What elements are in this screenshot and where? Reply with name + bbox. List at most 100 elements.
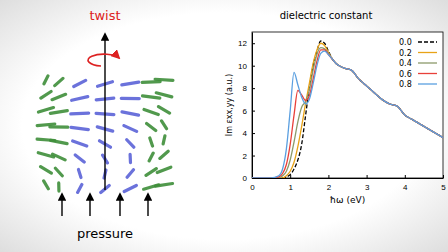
pressure-arrow	[147, 194, 148, 216]
molecule-rod	[74, 80, 86, 86]
y-tick-label: 8	[243, 84, 248, 93]
molecule-rod	[75, 155, 84, 162]
y-tick-label: 0	[243, 174, 248, 183]
molecule-rod	[150, 138, 153, 146]
twist-label: twist	[89, 8, 120, 23]
x-tick: 5	[441, 175, 446, 192]
y-tick-mark	[252, 111, 255, 112]
x-tick-label: 2	[327, 183, 332, 192]
y-axis-title: Im εxx,yy (a.u.)	[225, 74, 234, 136]
molecule-rod	[144, 110, 158, 115]
molecule-rod	[127, 140, 134, 147]
molecule-rod	[143, 96, 160, 98]
molecule-rod	[44, 76, 48, 84]
molecule-rod	[157, 167, 171, 172]
molecule-rod	[72, 97, 88, 101]
molecule-rod	[149, 153, 153, 161]
axis-arrow	[104, 34, 105, 190]
molecule-rod	[127, 170, 133, 178]
molecule-rod	[50, 111, 67, 114]
molecule-rod	[156, 93, 172, 97]
molecule-rod	[160, 151, 168, 158]
x-tick: 4	[403, 175, 408, 192]
y-tick: 10	[238, 62, 255, 71]
molecule-rod	[73, 141, 87, 146]
molecule-rod	[50, 125, 68, 129]
legend-swatch	[418, 52, 437, 53]
x-tick-label: 0	[250, 183, 255, 192]
molecule-rod	[78, 169, 81, 177]
x-tick-mark	[328, 175, 329, 178]
molecule-rod	[124, 185, 136, 191]
y-tick-mark	[252, 88, 255, 89]
y-tick-mark	[252, 66, 255, 67]
molecule-rod	[122, 82, 139, 85]
y-tick: 8	[243, 84, 255, 93]
legend-swatch	[418, 83, 437, 84]
molecule-rod	[78, 185, 82, 193]
molecule-rod	[38, 108, 53, 113]
canvas: twistpressure012345024681012dielectric c…	[0, 0, 448, 252]
x-axis-line	[253, 178, 444, 179]
x-tick-label: 1	[288, 183, 293, 192]
molecule-rod	[53, 154, 66, 160]
x-axis-title: ħω (eV)	[330, 195, 365, 205]
molecule-rod	[147, 124, 156, 131]
molecule-rod	[122, 112, 139, 115]
molecule-rod	[41, 167, 52, 173]
molecule-rod	[162, 121, 167, 129]
molecule-rod	[71, 112, 89, 116]
molecule-rod	[71, 127, 88, 129]
pressure-arrow	[119, 194, 120, 216]
x-tick: 2	[327, 175, 332, 192]
x-tick-mark	[367, 175, 368, 178]
y-tick-label: 10	[238, 62, 247, 71]
legend-swatch	[418, 62, 437, 63]
legend-swatch	[418, 41, 437, 42]
x-tick: 1	[288, 175, 293, 192]
molecule-rod	[57, 183, 60, 191]
legend-label: 0.6	[399, 70, 412, 79]
y-tick-label: 4	[243, 129, 248, 138]
series-line	[252, 48, 443, 178]
legend-label: 0.0	[399, 38, 412, 47]
y-tick-mark	[252, 133, 255, 134]
x-tick-label: 3	[365, 183, 370, 192]
molecule-rod	[128, 154, 132, 162]
chart-title: dielectric constant	[280, 10, 373, 21]
y-tick-mark	[252, 178, 255, 179]
molecule-rod	[51, 140, 67, 143]
background	[0, 0, 448, 252]
y-tick-label: 6	[243, 107, 248, 116]
molecule-rod	[121, 97, 139, 100]
x-tick: 3	[365, 175, 370, 192]
legend-label: 0.4	[399, 59, 412, 68]
y-tick: 4	[243, 129, 255, 138]
molecule-rod	[52, 94, 66, 99]
molecule-rod	[124, 126, 137, 132]
x-tick-label: 4	[403, 183, 408, 192]
y-tick: 0	[243, 174, 255, 183]
molecule-rod	[155, 79, 173, 80]
legend-swatch	[418, 73, 437, 74]
twist-arrow	[88, 54, 119, 66]
y-tick-label: 12	[238, 39, 247, 48]
molecule-rod	[55, 78, 63, 85]
y-tick-mark	[252, 43, 255, 44]
x-tick-label: 5	[441, 183, 446, 192]
lines	[252, 41, 443, 178]
diagram: twist pressure	[37, 8, 173, 241]
pressure-arrow	[61, 194, 62, 216]
pressure-label: pressure	[77, 226, 133, 241]
y-tick: 2	[243, 152, 255, 161]
y-tick-mark	[252, 156, 255, 157]
molecule-rod	[159, 107, 170, 113]
legend-label: 0.8	[399, 80, 412, 89]
x-tick-mark	[405, 175, 406, 178]
series-line	[252, 50, 443, 178]
y-axis-line	[252, 33, 253, 179]
series-line	[252, 43, 443, 178]
molecule-rod	[156, 184, 173, 187]
chart: 012345024681012dielectric constantħω (eV…	[225, 10, 446, 205]
molecule-rod	[44, 181, 49, 189]
